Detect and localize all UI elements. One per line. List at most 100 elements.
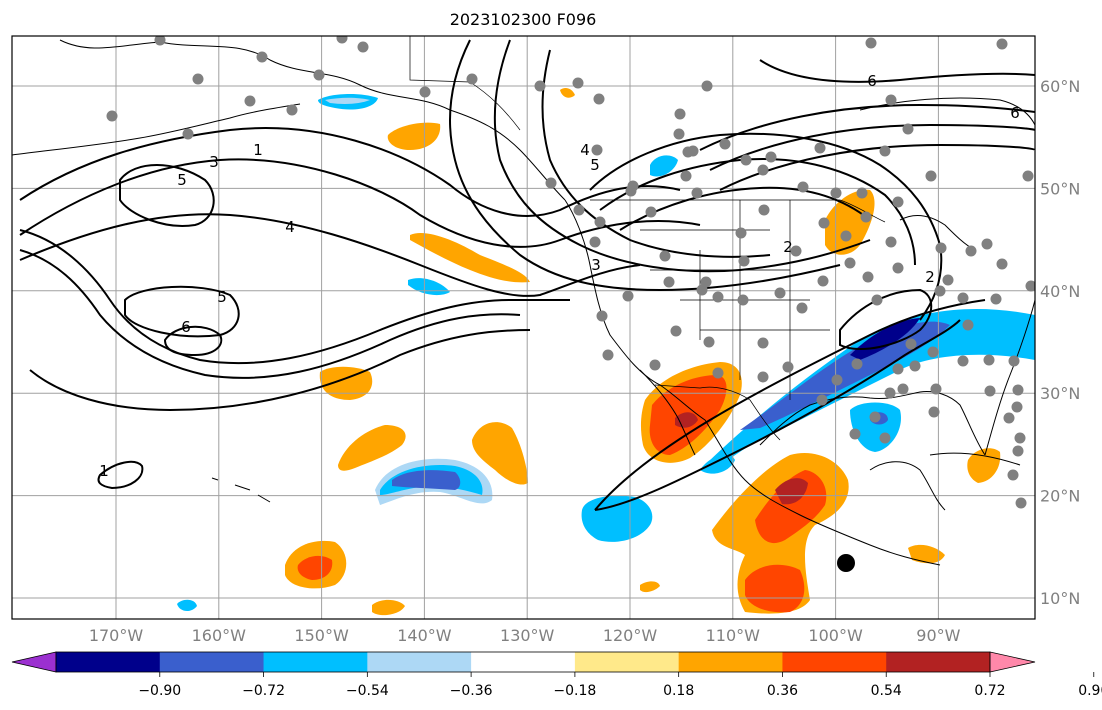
- colorbar-tick-label: 0.72: [974, 683, 1005, 699]
- shaded-fields: [177, 87, 1035, 616]
- station-dot: [622, 290, 634, 302]
- colorbar-tick-label: 0.18: [663, 683, 694, 699]
- negative-band-inner: [740, 321, 950, 430]
- contour-label: 5: [590, 156, 600, 174]
- colorbar-tick-label: −0.90: [138, 683, 181, 699]
- station-dot: [627, 180, 639, 192]
- lon-label: 130°W: [500, 626, 555, 645]
- station-dot: [593, 93, 605, 105]
- station-dot: [1015, 497, 1027, 509]
- contour-1-sw: [97, 460, 144, 490]
- contour-ridge-west-2: [493, 39, 871, 273]
- contour-5-loop: [119, 164, 215, 227]
- colorbar-segment: [471, 652, 576, 672]
- large-black-dot: [837, 554, 855, 572]
- contour-lower-2: [19, 249, 521, 379]
- station-dot: [905, 338, 917, 350]
- station-dot: [981, 238, 993, 250]
- positive-great-lakes: [825, 189, 875, 255]
- station-dot: [758, 204, 770, 216]
- station-dot: [1011, 401, 1023, 413]
- station-dot: [572, 77, 584, 89]
- station-dot: [645, 206, 657, 218]
- station-dot: [860, 211, 872, 223]
- station-dot: [831, 374, 843, 386]
- lat-label: 40°N: [1040, 282, 1080, 301]
- station-dot: [983, 354, 995, 366]
- station-dot: [849, 428, 861, 440]
- baja: [639, 369, 696, 456]
- station-dot: [957, 292, 969, 304]
- contour-north-1: [759, 59, 1035, 83]
- station-dot: [602, 349, 614, 361]
- positive-mexico-south-red: [745, 564, 805, 613]
- station-dot: [545, 177, 557, 189]
- colorbar-tick-label: −0.72: [242, 683, 285, 699]
- lat-label: 60°N: [1040, 77, 1080, 96]
- lat-label: 10°N: [1040, 589, 1080, 608]
- lon-label: 170°W: [89, 626, 144, 645]
- station-dot: [573, 204, 585, 216]
- colorbar-segment: [263, 652, 368, 672]
- negative-canada: [650, 155, 678, 177]
- station-dot: [885, 236, 897, 248]
- station-dot: [962, 319, 974, 331]
- station-dot: [1012, 445, 1024, 457]
- station-dot: [930, 383, 942, 395]
- station-dot: [840, 230, 852, 242]
- lon-label: 150°W: [294, 626, 349, 645]
- positive-hawaii-west: [319, 366, 373, 400]
- station-dot: [659, 250, 671, 262]
- station-dot: [797, 181, 809, 193]
- station-dot: [790, 245, 802, 257]
- station-dot: [740, 154, 752, 166]
- station-dot: [869, 411, 881, 423]
- positive-mexico-red: [755, 470, 827, 544]
- colorbar-segment: [367, 652, 472, 672]
- station-dot: [927, 346, 939, 358]
- station-dot: [928, 406, 940, 418]
- station-dot: [817, 275, 829, 287]
- contour-labels: 1 3 5 4 5 6 1 4 5 3 2 2 6 6: [99, 72, 1020, 480]
- contour-label: 2: [783, 238, 793, 256]
- contour-label: 5: [177, 171, 187, 189]
- positive-pacific-ne: [410, 232, 530, 283]
- colorbar-border: [55, 651, 991, 673]
- station-dot: [1014, 432, 1026, 444]
- contour-trough-1: [589, 132, 943, 321]
- station-dot: [673, 128, 685, 140]
- station-dot: [816, 394, 828, 406]
- colorbar-segment: [574, 652, 680, 672]
- station-dot: [892, 196, 904, 208]
- station-dot: [884, 387, 896, 399]
- station-dot: [1008, 355, 1020, 367]
- contour-plume-2: [594, 319, 961, 511]
- lon-label: 140°W: [397, 626, 452, 645]
- station-dot: [670, 325, 682, 337]
- station-dot: [1007, 469, 1019, 481]
- colorbar-tick-label: −0.18: [553, 683, 596, 699]
- station-dot: [844, 257, 856, 269]
- station-dot: [897, 383, 909, 395]
- cuba: [929, 452, 1021, 466]
- plot-title: 2023102300 F096: [450, 10, 597, 29]
- gulf-coast: [759, 391, 986, 456]
- station-markers: [106, 36, 1035, 509]
- station-dot: [996, 38, 1008, 50]
- station-dot: [244, 95, 256, 107]
- contour-1: [19, 127, 681, 217]
- lon-label: 120°W: [603, 626, 658, 645]
- contour-label: 6: [1010, 104, 1020, 122]
- map-content: 1 3 5 4 5 6 1 4 5 3 2 2 6 6: [12, 36, 1035, 619]
- station-dot: [256, 51, 268, 63]
- colorbar-tick-label: −0.36: [450, 683, 493, 699]
- station-dot: [814, 142, 826, 154]
- contour-lower-3: [29, 329, 531, 412]
- colorbar-tick-label: −0.54: [346, 683, 389, 699]
- contour-3: [19, 158, 701, 248]
- lat-label: 20°N: [1040, 487, 1080, 506]
- contour-4: [19, 213, 641, 297]
- station-dot: [965, 245, 977, 257]
- station-dot: [596, 310, 608, 322]
